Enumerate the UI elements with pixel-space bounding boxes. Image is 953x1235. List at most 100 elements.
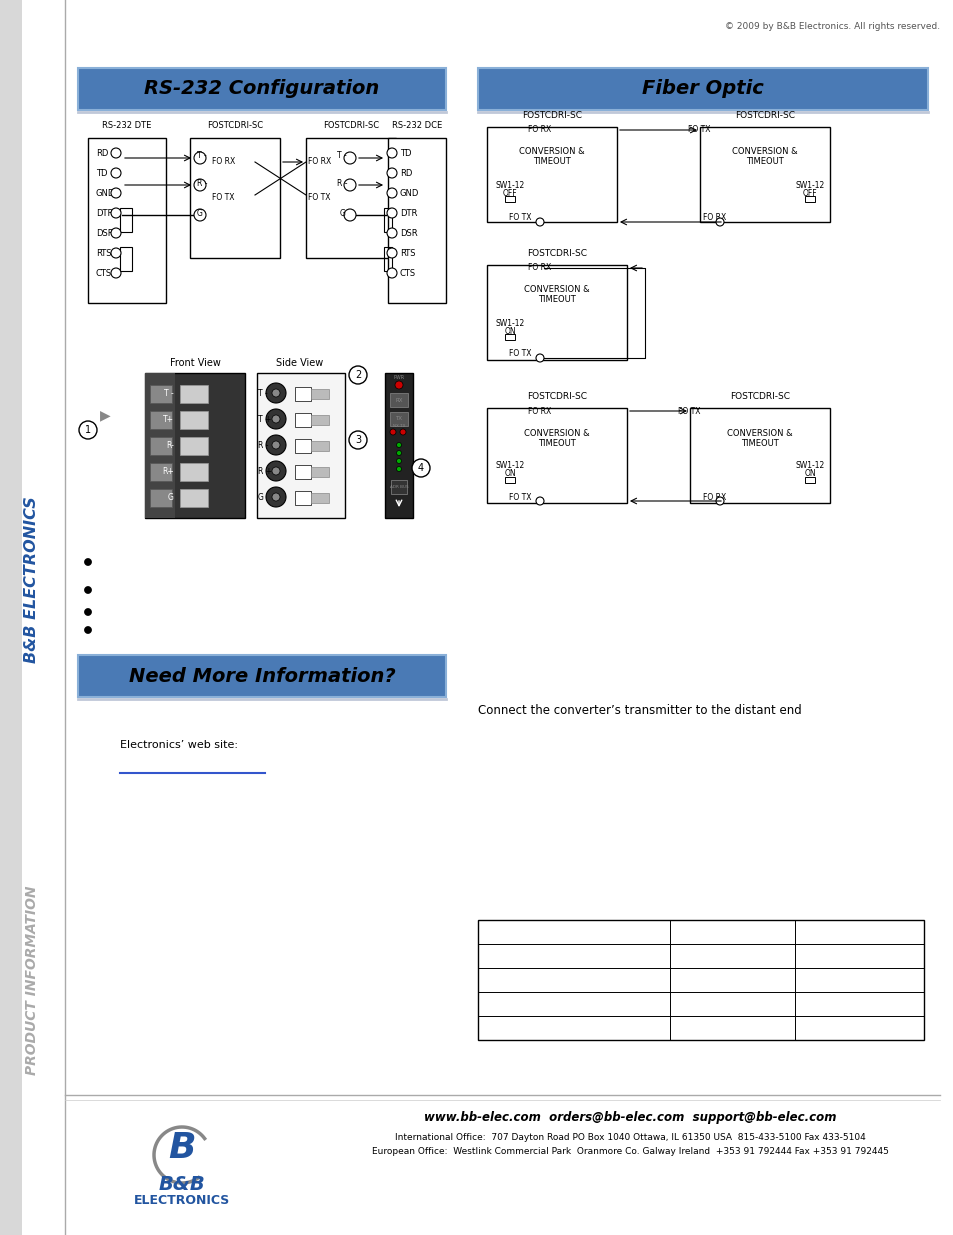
Text: FO RX: FO RX <box>527 126 551 135</box>
Circle shape <box>536 354 543 362</box>
Circle shape <box>396 458 401 463</box>
Circle shape <box>85 626 91 634</box>
Text: TD: TD <box>399 148 411 158</box>
Circle shape <box>266 461 286 480</box>
Bar <box>311 493 329 503</box>
Text: T +: T + <box>257 415 271 424</box>
Bar <box>150 489 172 508</box>
Text: CONVERSION &: CONVERSION & <box>518 147 584 157</box>
Circle shape <box>349 431 367 450</box>
Circle shape <box>85 587 91 594</box>
Bar <box>504 196 515 203</box>
Circle shape <box>396 467 401 472</box>
Text: www.bb-elec.com  orders@bb-elec.com  support@bb-elec.com: www.bb-elec.com orders@bb-elec.com suppo… <box>423 1110 836 1124</box>
Bar <box>180 411 208 429</box>
Bar <box>311 415 329 425</box>
Circle shape <box>349 366 367 384</box>
Text: CONVERSION &: CONVERSION & <box>726 429 792 437</box>
Text: DSR: DSR <box>96 228 113 237</box>
Bar <box>390 412 408 426</box>
Circle shape <box>266 487 286 508</box>
Circle shape <box>387 228 396 238</box>
Bar <box>150 437 172 454</box>
Text: FOSTCDRI-SC: FOSTCDRI-SC <box>526 249 586 258</box>
Bar <box>88 138 166 303</box>
Text: FOSTCDRI-SC: FOSTCDRI-SC <box>521 111 581 120</box>
Bar <box>294 438 311 453</box>
Circle shape <box>111 207 121 219</box>
Circle shape <box>395 382 402 389</box>
Text: FOSTCDRI-SC: FOSTCDRI-SC <box>323 121 378 130</box>
Text: FO RX: FO RX <box>527 406 551 415</box>
Text: FO TX: FO TX <box>212 193 234 201</box>
Text: TX: TX <box>395 416 402 421</box>
Text: FOSTCDRI-SC: FOSTCDRI-SC <box>729 391 789 401</box>
Bar <box>150 385 172 403</box>
Circle shape <box>716 496 723 505</box>
Circle shape <box>272 415 280 424</box>
Text: GND: GND <box>96 189 115 198</box>
Text: GND: GND <box>399 189 419 198</box>
Text: R +: R + <box>257 467 272 475</box>
Text: B&B ELECTRONICS: B&B ELECTRONICS <box>25 496 39 663</box>
Bar <box>294 387 311 401</box>
Text: NX TX: NX TX <box>393 424 405 429</box>
Text: T -: T - <box>336 152 346 161</box>
Circle shape <box>85 609 91 615</box>
Text: ELECTRONICS: ELECTRONICS <box>133 1193 230 1207</box>
Text: SW1-12: SW1-12 <box>495 180 524 189</box>
Text: SW1-12: SW1-12 <box>495 319 524 327</box>
Text: RS-232 DCE: RS-232 DCE <box>392 121 441 130</box>
Bar <box>78 68 446 110</box>
Bar <box>0 0 22 1235</box>
Text: FO TX: FO TX <box>508 214 531 222</box>
Text: RD: RD <box>399 168 412 178</box>
Circle shape <box>272 493 280 501</box>
Text: © 2009 by B&B Electronics. All rights reserved.: © 2009 by B&B Electronics. All rights re… <box>724 22 939 31</box>
Circle shape <box>79 421 97 438</box>
Text: T -: T - <box>257 389 268 398</box>
Text: CONVERSION &: CONVERSION & <box>523 285 589 294</box>
Bar <box>190 138 280 258</box>
Bar <box>120 207 132 232</box>
Text: G: G <box>196 209 203 217</box>
Text: ON: ON <box>503 469 516 478</box>
Text: RD: RD <box>96 148 109 158</box>
Circle shape <box>387 148 396 158</box>
Text: CTS: CTS <box>399 268 416 278</box>
Text: R -: R - <box>336 179 347 188</box>
Text: ▶: ▶ <box>99 408 111 422</box>
Circle shape <box>266 435 286 454</box>
Circle shape <box>193 179 206 191</box>
Bar <box>150 411 172 429</box>
Bar <box>384 207 392 232</box>
Text: FO TX: FO TX <box>687 126 710 135</box>
Circle shape <box>344 152 355 164</box>
Bar <box>689 408 829 503</box>
Bar <box>390 393 408 408</box>
Text: G: G <box>257 493 264 501</box>
Circle shape <box>193 209 206 221</box>
Bar <box>311 467 329 477</box>
Text: 4: 4 <box>417 463 424 473</box>
Bar <box>78 655 446 697</box>
Text: T -: T - <box>164 389 173 399</box>
Text: FO TX: FO TX <box>678 406 700 415</box>
Text: SW1-12: SW1-12 <box>795 180 823 189</box>
Text: Fiber Optic: Fiber Optic <box>641 79 763 99</box>
Text: T -: T - <box>196 152 207 161</box>
Circle shape <box>111 268 121 278</box>
Text: SW1-12: SW1-12 <box>795 462 823 471</box>
Bar <box>477 920 923 1040</box>
Text: R+: R+ <box>162 468 173 477</box>
Circle shape <box>396 451 401 456</box>
Text: PRODUCT INFORMATION: PRODUCT INFORMATION <box>25 885 39 1074</box>
Text: RTS: RTS <box>399 248 416 258</box>
Text: 2: 2 <box>355 370 361 380</box>
Bar <box>700 127 829 222</box>
Circle shape <box>111 168 121 178</box>
Text: TIMEOUT: TIMEOUT <box>745 158 783 167</box>
Bar <box>388 138 446 303</box>
Bar <box>180 437 208 454</box>
Text: European Office:  Westlink Commercial Park  Oranmore Co. Galway Ireland  +353 91: European Office: Westlink Commercial Par… <box>371 1147 887 1156</box>
